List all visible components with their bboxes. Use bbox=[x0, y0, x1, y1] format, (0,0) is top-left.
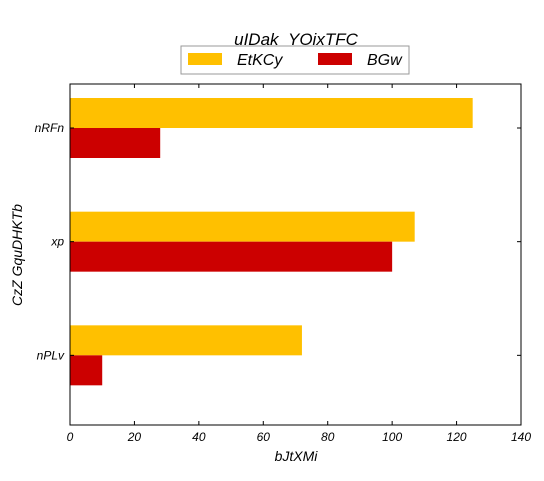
plot-frame bbox=[69, 83, 522, 426]
y-tick-label: nPLv bbox=[37, 348, 65, 362]
x-tick-label: 60 bbox=[257, 430, 271, 444]
legend: EtKCy BGw bbox=[180, 45, 410, 75]
bar-BGw-nRFn bbox=[70, 128, 161, 158]
x-tick-label: 40 bbox=[192, 430, 206, 444]
x-tick-label: 0 bbox=[67, 430, 74, 444]
y-axis-label: CzZ GquDHKTb bbox=[9, 204, 25, 306]
x-axis-label: bJtXMi bbox=[275, 448, 319, 464]
bar-EtKCy-nPLv bbox=[70, 325, 302, 356]
legend-label-BGw: BGw bbox=[367, 52, 403, 69]
x-tick-label: 120 bbox=[447, 430, 467, 444]
x-axis: 0 20 40 60 80 100 120 140 bbox=[67, 84, 531, 444]
bar-BGw-nPLv bbox=[70, 355, 103, 386]
x-tick-label: 100 bbox=[382, 430, 402, 444]
y-axis: nRFn xp nPLv bbox=[35, 121, 521, 362]
bar-EtKCy-nRFn bbox=[70, 98, 473, 128]
bar-BGw-xp bbox=[70, 241, 393, 272]
x-tick-label: 140 bbox=[511, 430, 531, 444]
bars bbox=[70, 98, 473, 386]
legend-swatch-BGw bbox=[318, 53, 352, 65]
bar-EtKCy-xp bbox=[70, 211, 415, 242]
legend-label-EtKCy: EtKCy bbox=[237, 52, 283, 69]
x-tick-label: 80 bbox=[321, 430, 335, 444]
y-tick-label: nRFn bbox=[35, 121, 65, 135]
y-tick-label: xp bbox=[50, 235, 64, 249]
x-tick-label: 20 bbox=[127, 430, 142, 444]
chart-title: uIDak_YOixTFC bbox=[234, 30, 358, 49]
legend-swatch-EtKCy bbox=[188, 53, 222, 65]
